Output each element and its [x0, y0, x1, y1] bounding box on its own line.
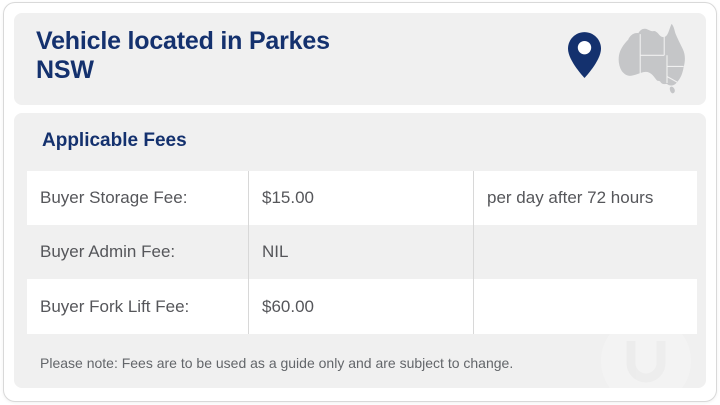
fee-label-cell: Buyer Storage Fee:: [27, 171, 248, 225]
fee-label-cell: Buyer Fork Lift Fee:: [27, 279, 248, 334]
header-panel: Vehicle located in Parkes NSW: [14, 13, 706, 105]
fees-panel: Applicable Fees Buyer Storage Fee: $15.0…: [14, 113, 706, 388]
fee-note-cell: [473, 279, 697, 334]
fees-heading: Applicable Fees: [42, 130, 187, 151]
watermark-logo: [598, 313, 694, 388]
page-title: Vehicle located in Parkes NSW: [36, 27, 330, 85]
australia-map-icon: [610, 23, 700, 95]
title-line-2: NSW: [36, 56, 94, 84]
fee-note-cell: [473, 225, 697, 279]
fee-value-cell: NIL: [248, 225, 473, 279]
fee-label-cell: Buyer Admin Fee:: [40, 242, 176, 261]
location-pin-icon: [568, 32, 601, 78]
fee-note-cell: per day after 72 hours: [473, 171, 697, 225]
vehicle-fees-card: Vehicle located in Parkes NSW: [3, 2, 717, 402]
title-line-1: Vehicle located in Parkes: [36, 27, 330, 55]
fees-table: Buyer Storage Fee: $15.00 per day after …: [27, 171, 697, 334]
fee-value-cell: $60.00: [248, 279, 473, 334]
disclaimer-text: Please note: Fees are to be used as a gu…: [40, 355, 514, 371]
fee-value-cell: $15.00: [248, 171, 473, 225]
